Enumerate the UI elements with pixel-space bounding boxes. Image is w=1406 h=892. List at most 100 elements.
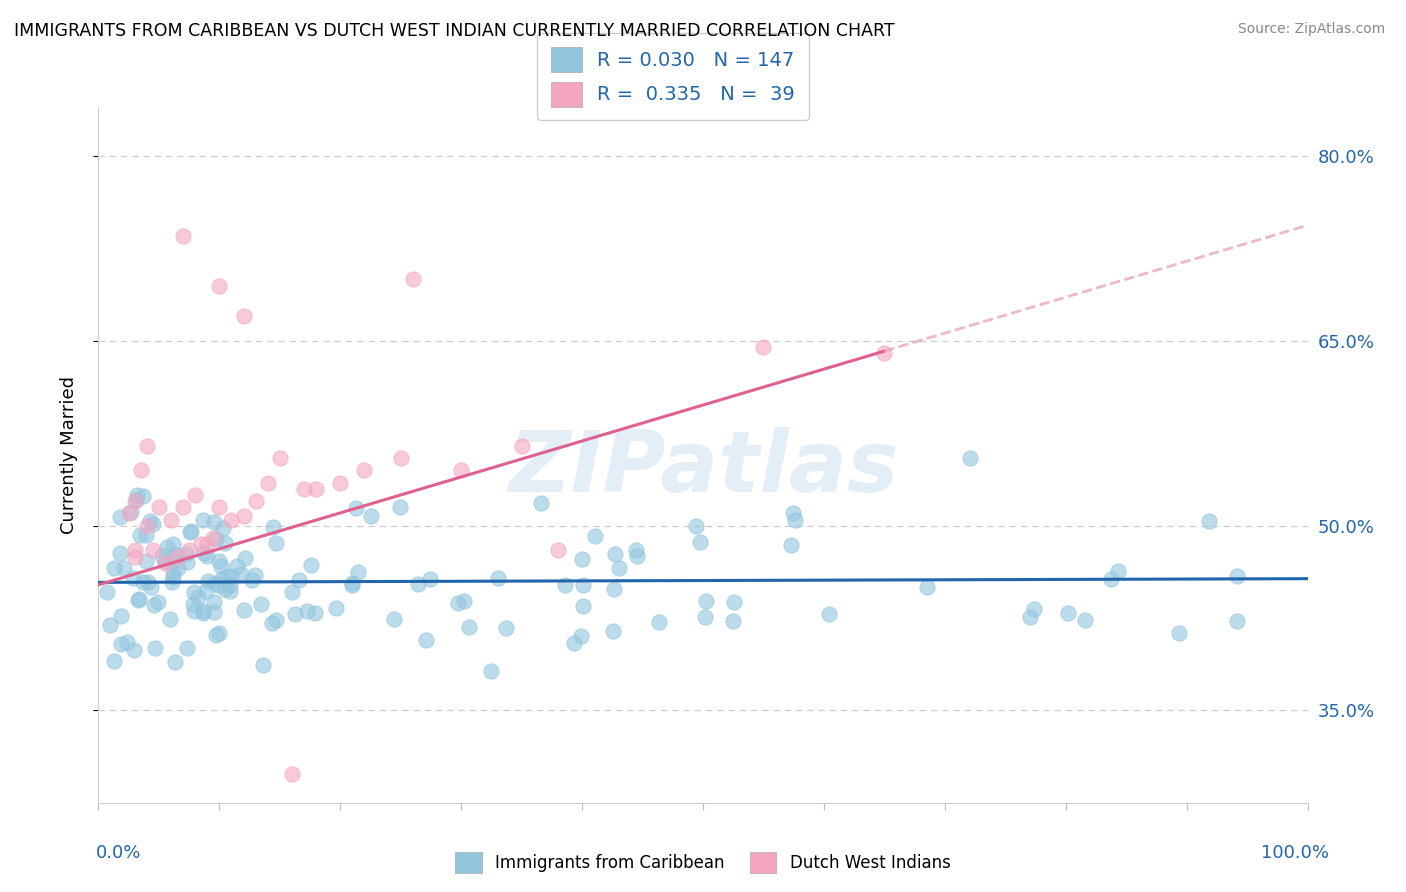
Point [752, 340, 775, 354]
Point [226, 558, 249, 573]
Point [129, 527, 152, 541]
Point [1099, 573, 1122, 587]
Point [136, 575, 159, 590]
Point [232, 310, 254, 324]
Point [299, 558, 322, 572]
Text: ZIPatlas: ZIPatlas [508, 427, 898, 510]
Point [155, 554, 177, 568]
Point [202, 531, 225, 545]
Point [915, 580, 938, 594]
Point [179, 543, 201, 558]
Point [172, 500, 194, 515]
Point [191, 604, 214, 618]
Point [112, 561, 135, 575]
Point [96, 584, 118, 599]
Point [292, 482, 315, 496]
Point [406, 577, 429, 591]
Point [479, 664, 502, 678]
Point [346, 565, 368, 579]
Point [174, 547, 197, 561]
Point [218, 583, 240, 598]
Point [1107, 564, 1129, 578]
Point [360, 508, 382, 523]
Point [402, 272, 425, 286]
Point [340, 578, 363, 592]
Point [1019, 610, 1042, 624]
Point [125, 492, 148, 507]
Point [249, 598, 271, 612]
Point [295, 604, 318, 618]
Point [211, 572, 233, 586]
Point [215, 569, 238, 583]
Point [208, 554, 231, 568]
Point [818, 607, 841, 622]
Point [382, 612, 405, 626]
Point [342, 576, 364, 591]
Point [122, 571, 145, 585]
Point [124, 549, 146, 564]
Point [108, 510, 131, 524]
Point [125, 488, 148, 502]
Point [183, 584, 205, 599]
Point [344, 501, 367, 516]
Point [162, 554, 184, 568]
Point [153, 556, 176, 570]
Point [165, 547, 187, 561]
Point [124, 543, 146, 558]
Point [626, 549, 648, 563]
Point [779, 538, 801, 552]
Point [120, 505, 142, 519]
Point [221, 512, 243, 526]
Point [208, 626, 231, 640]
Point [723, 614, 745, 628]
Point [583, 529, 606, 543]
Point [280, 585, 302, 599]
Point [214, 535, 236, 549]
Point [1226, 615, 1249, 629]
Point [122, 643, 145, 657]
Point [180, 524, 202, 538]
Point [142, 543, 165, 558]
Point [453, 593, 475, 607]
Point [214, 582, 236, 596]
Point [329, 475, 352, 490]
Point [269, 450, 291, 465]
Point [1168, 626, 1191, 640]
Point [202, 515, 225, 529]
Point [118, 507, 141, 521]
Point [160, 574, 183, 589]
Point [103, 561, 125, 575]
Point [202, 605, 225, 619]
Point [530, 496, 553, 510]
Point [325, 601, 347, 615]
Point [124, 494, 146, 508]
Text: 100.0%: 100.0% [1261, 844, 1329, 862]
Point [208, 278, 231, 293]
Text: 0.0%: 0.0% [96, 844, 141, 862]
Point [603, 547, 626, 561]
Point [245, 494, 267, 508]
Point [304, 607, 326, 621]
Point [135, 439, 157, 453]
Point [264, 613, 287, 627]
Point [782, 506, 804, 520]
Point [191, 606, 214, 620]
Point [159, 612, 181, 626]
Point [1057, 606, 1080, 620]
Point [233, 551, 256, 566]
Point [305, 482, 328, 496]
Point [232, 508, 254, 523]
Point [281, 767, 304, 781]
Point [195, 583, 218, 598]
Point [554, 577, 576, 591]
Point [458, 620, 481, 634]
Point [547, 543, 569, 558]
Point [135, 553, 157, 567]
Point [195, 549, 218, 564]
Point [143, 598, 166, 612]
Point [1198, 514, 1220, 528]
Point [264, 536, 287, 550]
Point [160, 512, 183, 526]
Point [959, 450, 981, 465]
Point [1226, 568, 1249, 582]
